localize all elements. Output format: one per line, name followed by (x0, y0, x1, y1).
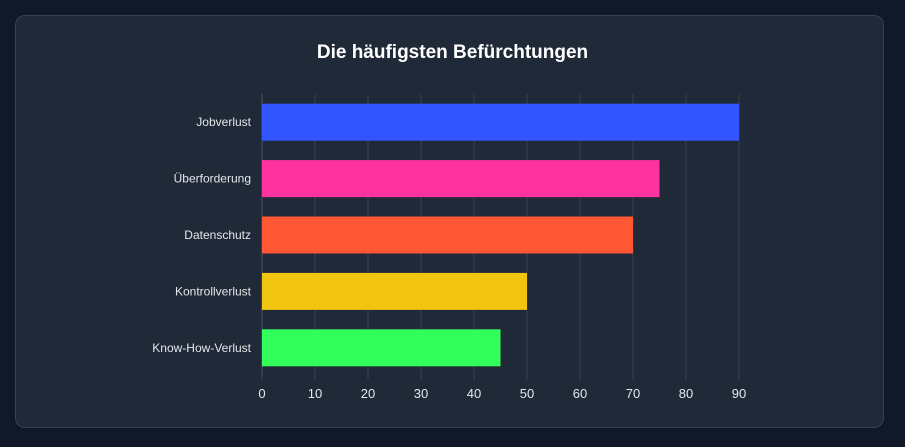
bar-5[interactable] (262, 329, 501, 367)
category-labels: Jobverlust Überforderung Datenschutz Kontro… (152, 115, 251, 355)
bar-2[interactable] (262, 160, 660, 198)
x-tick-label: 60 (573, 386, 587, 401)
category-label: Datenschutz (184, 228, 251, 242)
bars (262, 103, 739, 367)
x-tick-label: 40 (467, 386, 481, 401)
x-tick-label: 90 (732, 386, 746, 401)
chart-title: Die häufigsten Befürchtungen (316, 42, 589, 63)
x-tick-label: 30 (414, 386, 428, 401)
x-tick-label: 20 (361, 386, 375, 401)
category-label: Überforderung (174, 172, 251, 186)
x-tick-label: 80 (679, 386, 693, 401)
bar-1[interactable] (262, 103, 739, 141)
bar-3[interactable] (262, 216, 633, 254)
x-tick-label: 0 (258, 386, 265, 401)
x-tick-labels: 0 10 20 30 40 50 60 70 80 90 (258, 386, 746, 401)
category-label: Jobverlust (196, 115, 251, 129)
bar-4[interactable] (262, 272, 527, 310)
x-tick-label: 50 (520, 386, 534, 401)
category-label: Kontrollverlust (175, 284, 252, 298)
category-label: Know-How-Verlust (152, 341, 251, 355)
x-tick-label: 70 (626, 386, 640, 401)
x-tick-label: 10 (308, 386, 322, 401)
